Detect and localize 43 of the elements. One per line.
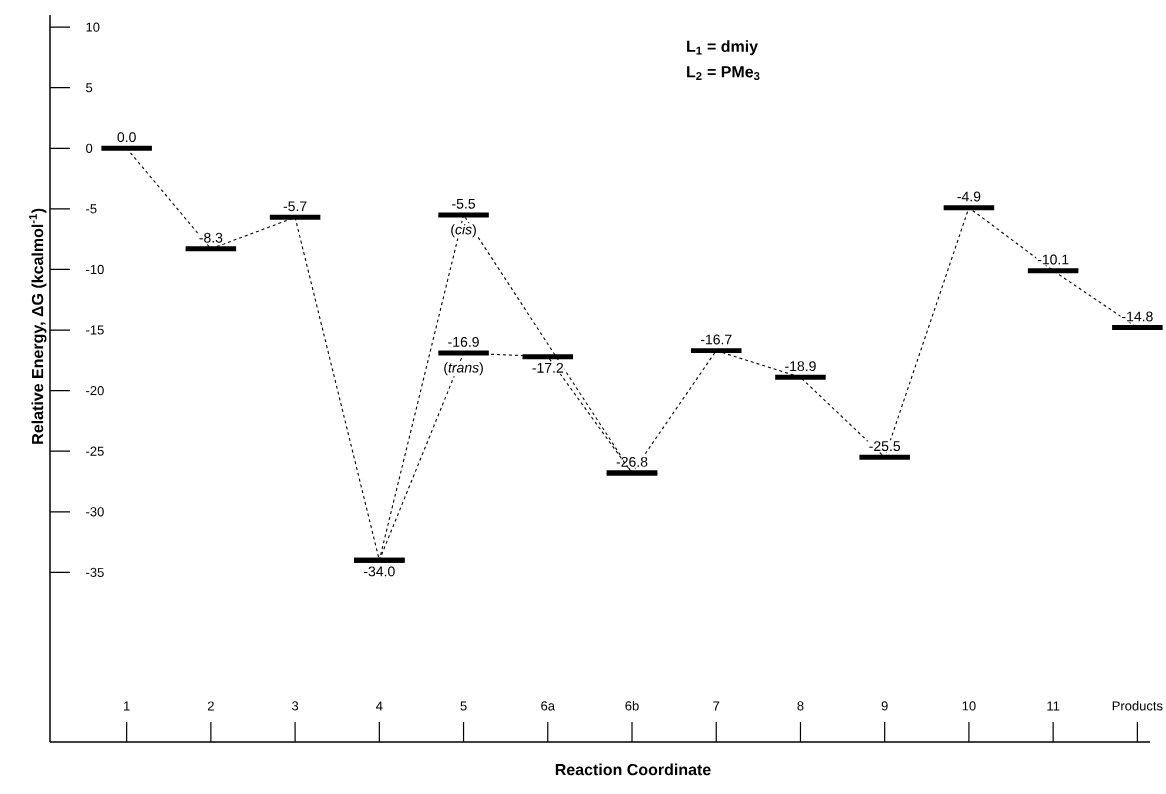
annotation: (cis)	[451, 224, 476, 238]
x-axis-title: Reaction Coordinate	[555, 763, 711, 776]
x-tick-label: 9	[881, 701, 888, 711]
y-tick-label: -25	[86, 446, 104, 456]
data-label: -18.9	[785, 361, 816, 372]
x-tick-label: Products	[1112, 700, 1163, 711]
x-tick-label: 11	[1047, 701, 1060, 711]
annotation: L$_{2}$ = PMe$_{3}$	[687, 66, 760, 81]
data-label: -16.7	[700, 334, 732, 345]
data-label: -8.3	[199, 232, 223, 243]
y-tick-label: -30	[86, 507, 104, 517]
data-label: -25.5	[869, 441, 901, 452]
data-label: -10.1	[1037, 254, 1069, 265]
x-tick-label: 4	[376, 701, 383, 711]
x-tick-label: 6a	[541, 701, 556, 711]
annotation: L$_{1}$ = dmiy	[687, 40, 758, 56]
data-label: -4.9	[957, 191, 981, 202]
x-tick-label: 7	[713, 701, 720, 711]
y-axis-title: Relative Energy, ΔG (kcalmol$^{-1}$)	[29, 208, 47, 444]
y-tick-label: -10	[86, 264, 104, 275]
x-tick-label: 3	[291, 701, 299, 711]
data-label: 0.0	[117, 132, 136, 143]
y-tick-label: 5	[86, 83, 93, 93]
x-tick-label: 8	[797, 701, 804, 711]
y-tick-label: 0	[86, 143, 93, 153]
x-tick-label: 6b	[625, 700, 639, 711]
data-label: -5.7	[283, 201, 307, 212]
y-tick-label: -5	[86, 204, 97, 214]
data-label: -26.8	[616, 456, 648, 467]
data-label: -17.2	[532, 362, 564, 373]
data-label: -5.5	[452, 198, 476, 209]
x-tick-label: 10	[962, 701, 976, 711]
y-tick-label: -20	[86, 386, 104, 396]
x-tick-label: 5	[460, 701, 467, 711]
x-tick-label: 2	[207, 701, 214, 711]
data-label: -14.8	[1122, 311, 1153, 322]
y-tick-label: -35	[86, 567, 104, 577]
x-tick-label: 1	[124, 701, 130, 711]
y-tick-label: -15	[86, 325, 104, 335]
y-tick-label: 10	[86, 22, 100, 32]
data-label: -16.9	[448, 336, 479, 347]
annotation: (trans)	[444, 362, 483, 376]
data-label: -34.0	[364, 566, 395, 577]
